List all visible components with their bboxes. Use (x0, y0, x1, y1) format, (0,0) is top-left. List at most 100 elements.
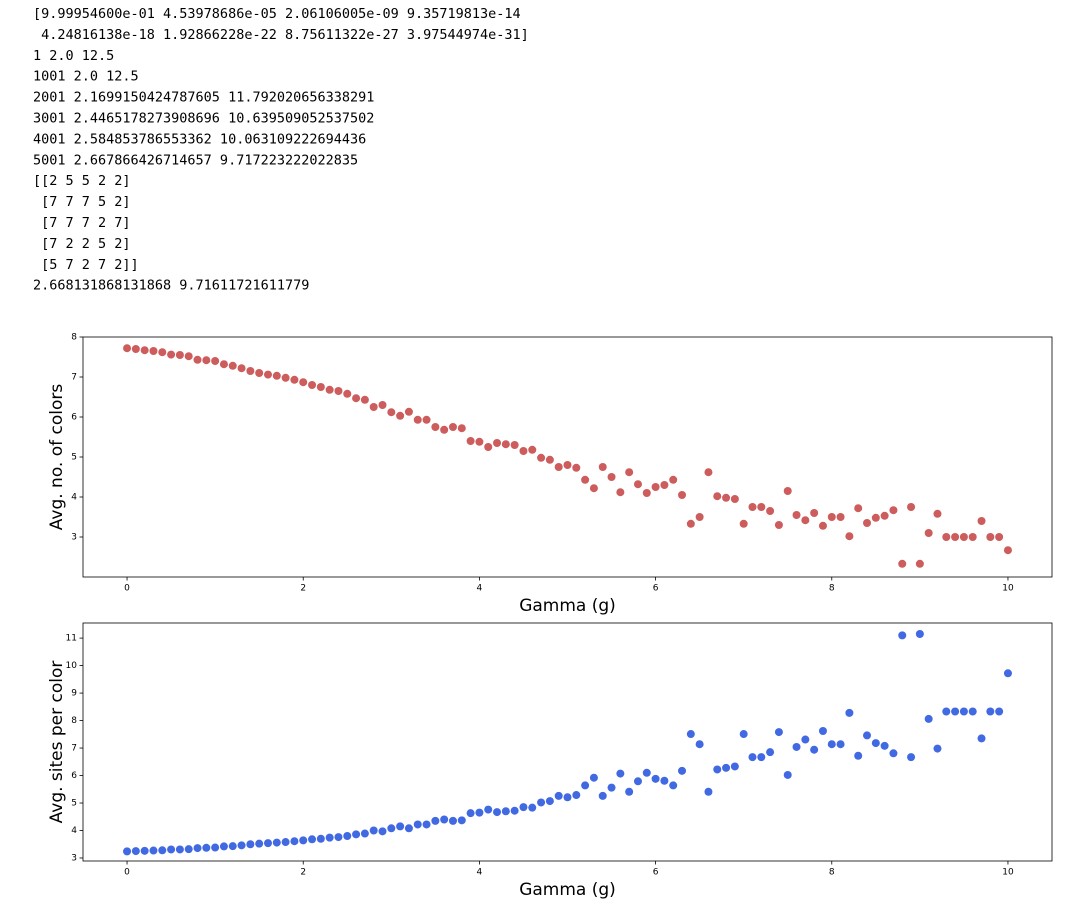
point (880, 741, 889, 750)
point (995, 533, 1004, 541)
plot-frame (82, 336, 1053, 578)
point (202, 356, 211, 365)
y-tick-label: 3 (71, 533, 77, 543)
point (660, 776, 669, 785)
point (616, 769, 625, 778)
point (739, 519, 748, 528)
point (413, 415, 422, 424)
point (977, 734, 986, 743)
point (404, 407, 413, 416)
x-tick-label: 2 (300, 868, 306, 878)
point (563, 461, 572, 469)
point (942, 533, 951, 541)
point (237, 364, 246, 373)
point (167, 350, 176, 359)
point (757, 753, 766, 762)
point (255, 839, 264, 848)
point (123, 847, 132, 856)
point (263, 839, 272, 848)
point (836, 740, 845, 749)
point (942, 707, 951, 716)
point (871, 739, 880, 748)
point (501, 440, 510, 449)
point (625, 787, 634, 796)
x-tick-label: 10 (1002, 584, 1014, 594)
point (607, 473, 616, 481)
point (545, 455, 554, 464)
point (951, 533, 960, 541)
point (167, 845, 176, 854)
y-tick-label: 4 (71, 826, 77, 836)
point (986, 533, 995, 541)
point (633, 480, 642, 489)
point (519, 803, 528, 812)
point (660, 481, 669, 489)
y-tick-label: 5 (71, 453, 77, 463)
point (554, 463, 563, 471)
point (1003, 546, 1012, 555)
point (246, 840, 255, 849)
point (898, 631, 907, 640)
x-tick-label: 4 (477, 584, 483, 594)
point (219, 360, 228, 369)
point (325, 385, 334, 394)
point (907, 753, 916, 762)
output-line: [9.99954600e-01 4.53978686e-05 2.0610600… (33, 6, 521, 22)
point (140, 846, 149, 855)
output-line: [7 7 7 5 2] (33, 194, 131, 210)
point (642, 489, 651, 497)
point (352, 394, 361, 403)
y-tick-label: 9 (71, 689, 77, 699)
point (854, 504, 863, 513)
point (131, 345, 140, 353)
output-line: [7 7 7 2 7] (33, 215, 131, 231)
point (325, 833, 334, 842)
point (827, 740, 836, 749)
y-tick-label: 5 (71, 799, 77, 809)
point (572, 791, 581, 800)
point (493, 808, 502, 817)
point (493, 439, 502, 447)
point (977, 517, 986, 525)
point (801, 735, 810, 744)
point (228, 361, 237, 370)
output-line: [7 2 2 5 2] (33, 236, 131, 252)
point (633, 777, 642, 786)
point (810, 509, 819, 517)
point (272, 838, 281, 847)
output-line: 5001 2.667866426714657 9.717223222022835 (33, 152, 358, 168)
x-tick-label: 6 (653, 868, 659, 878)
point (193, 355, 202, 364)
output-line: 1001 2.0 12.5 (33, 69, 139, 85)
point (184, 845, 193, 854)
point (863, 731, 872, 740)
y-tick-label: 4 (71, 493, 77, 503)
output-line: [[2 5 5 2 2] (33, 173, 131, 189)
point (484, 443, 493, 451)
x-tick-label: 0 (124, 584, 130, 594)
point (722, 493, 731, 502)
point (404, 824, 413, 833)
output-line: 4001 2.584853786553362 10.06310922269443… (33, 131, 366, 147)
point (158, 846, 167, 855)
point (686, 519, 695, 528)
point (625, 468, 634, 477)
point (299, 378, 308, 387)
point (713, 765, 722, 774)
point (598, 463, 607, 471)
point (281, 373, 290, 382)
point (598, 791, 607, 800)
point (378, 827, 387, 836)
point (343, 389, 352, 398)
point (193, 844, 202, 853)
point (678, 491, 687, 499)
point (836, 513, 845, 521)
point (704, 468, 713, 477)
point (722, 763, 731, 772)
point (255, 369, 264, 377)
output-line: [5 7 2 7 2]] (33, 257, 139, 273)
y-tick-label: 11 (66, 634, 77, 644)
point (845, 708, 854, 717)
point (510, 441, 519, 449)
